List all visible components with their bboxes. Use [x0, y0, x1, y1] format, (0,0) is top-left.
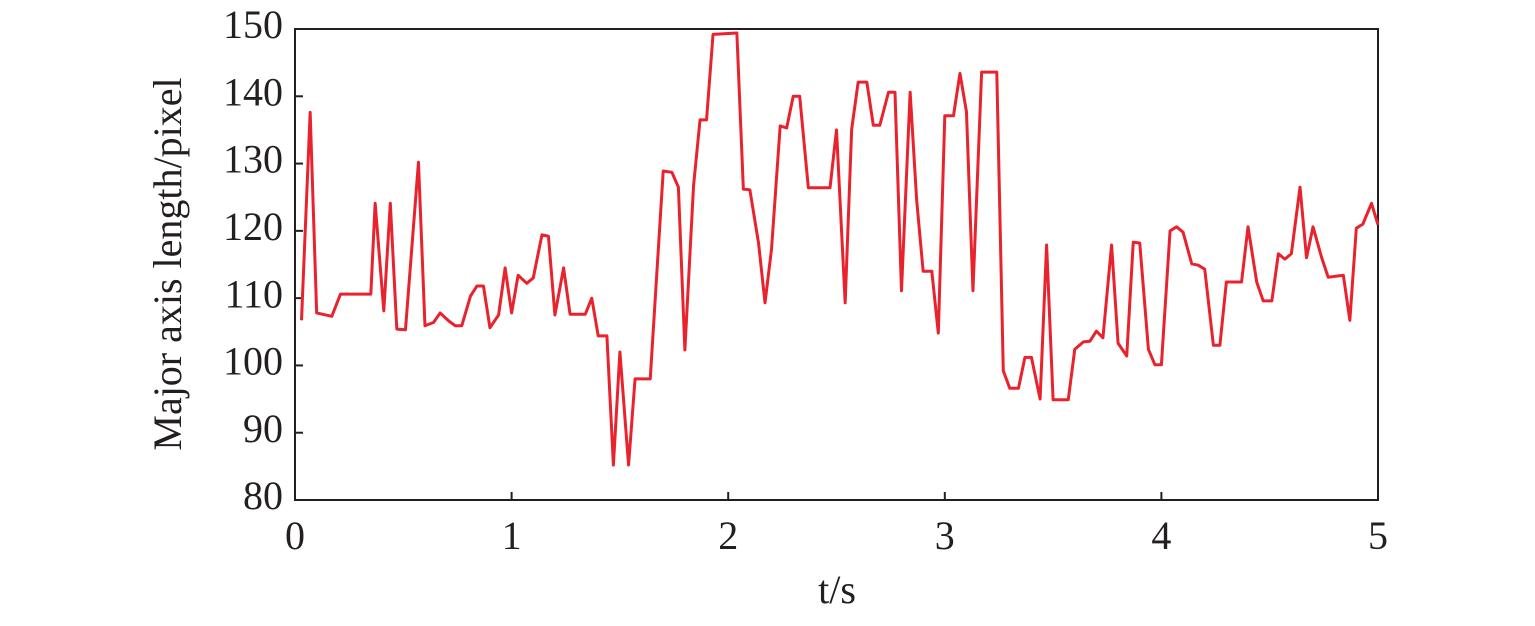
x-tick-label: 2: [718, 513, 738, 558]
y-tick-label: 90: [243, 406, 283, 451]
x-tick-label: 4: [1151, 513, 1171, 558]
y-tick-label: 110: [224, 271, 283, 316]
y-tick-label: 140: [223, 69, 283, 114]
y-tick-label: 150: [223, 2, 283, 47]
x-tick-label: 0: [285, 513, 305, 558]
data-line: [299, 31, 1380, 467]
y-tick-label: 80: [243, 473, 283, 518]
y-tick-label: 120: [223, 204, 283, 249]
x-axis-label: t/s: [818, 567, 856, 612]
y-tick-label: 130: [223, 137, 283, 182]
x-tick-label: 1: [502, 513, 522, 558]
x-tick-label: 3: [935, 513, 955, 558]
plot-frame: [294, 28, 1379, 501]
y-tick-label: 100: [223, 339, 283, 384]
x-tick-label: 5: [1368, 513, 1388, 558]
y-axis-label: Major axis length/pixel: [145, 77, 190, 450]
